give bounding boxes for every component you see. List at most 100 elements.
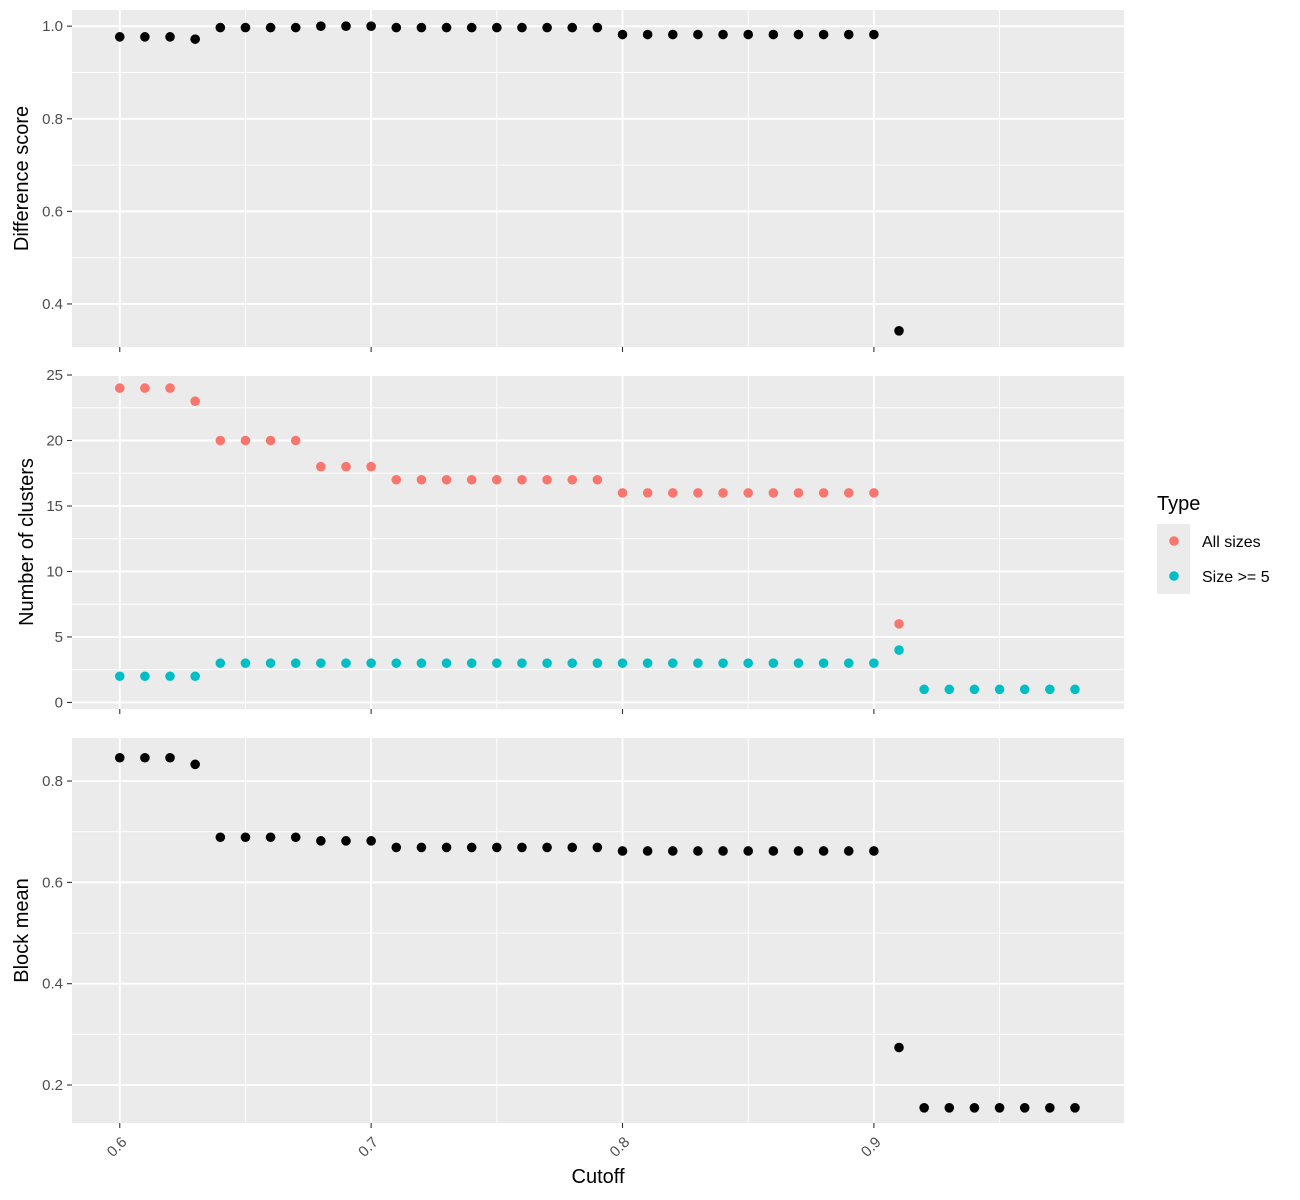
legend-marker-size-ge-5 [1169, 571, 1179, 581]
data-point [743, 29, 753, 40]
data-point [492, 474, 502, 485]
data-point [466, 842, 477, 853]
series-all-sizes [114, 383, 904, 629]
y-tick-label: 0 [55, 694, 63, 711]
data-point [114, 383, 125, 393]
data-point [240, 832, 251, 843]
data-point [869, 658, 879, 668]
data-point [793, 29, 804, 40]
data-point [592, 474, 603, 485]
data-point [165, 752, 175, 763]
data-point [768, 658, 779, 668]
data-point [919, 684, 929, 695]
data-point [215, 435, 226, 446]
data-point [994, 1103, 1005, 1113]
data-point [366, 461, 376, 472]
data-point [994, 684, 1005, 695]
data-point [441, 658, 452, 668]
data-point [894, 325, 904, 336]
data-point [843, 658, 854, 668]
data-point [391, 842, 402, 853]
y-tick-label: 10 [46, 563, 63, 580]
data-point [718, 658, 728, 668]
data-point [617, 29, 628, 40]
data-point [517, 658, 527, 668]
x-tick-label: 0.7 [355, 1134, 382, 1161]
data-point [667, 846, 678, 856]
data-point [215, 658, 226, 668]
data-point [391, 474, 402, 485]
data-point [818, 29, 829, 40]
data-point [894, 1042, 904, 1053]
data-point [190, 34, 200, 44]
data-point [140, 671, 150, 682]
data-point [1070, 1103, 1080, 1113]
panel-1: 0.4 0.6 0.8 1.0 Difference score [11, 10, 1124, 352]
x-tick-label: 0.6 [104, 1134, 131, 1161]
legend-title: Type [1157, 493, 1200, 515]
data-point [919, 1103, 929, 1113]
data-point [768, 29, 779, 40]
y-tick-label: 15 [46, 498, 63, 515]
y-axis-title: Difference score [11, 106, 33, 251]
data-point [466, 658, 477, 668]
data-point [114, 752, 125, 763]
y-tick-label: 0.4 [42, 296, 63, 313]
data-point [768, 846, 779, 856]
data-point [240, 22, 251, 33]
y-axis-title: Number of clusters [16, 458, 38, 626]
data-point [466, 474, 477, 485]
data-point [265, 435, 276, 446]
x-tick-label: 0.9 [858, 1134, 885, 1161]
data-point [567, 474, 578, 485]
data-point [316, 461, 326, 472]
data-point [492, 658, 502, 668]
data-point [1019, 1103, 1030, 1113]
series-1 [114, 752, 1080, 1113]
data-point [617, 488, 628, 498]
data-point [1045, 684, 1055, 695]
data-point [517, 474, 527, 485]
data-point [416, 842, 427, 853]
data-point [743, 658, 753, 668]
data-point [1019, 684, 1030, 695]
y-tick-label: 0.8 [42, 773, 63, 790]
data-point [642, 658, 653, 668]
data-point [718, 488, 728, 498]
data-point [290, 435, 301, 446]
data-point [416, 658, 427, 668]
data-point [818, 488, 829, 498]
data-point [869, 846, 879, 856]
data-point [517, 842, 527, 853]
data-point [416, 474, 427, 485]
data-point [140, 752, 150, 763]
data-point [215, 832, 226, 843]
x-tick-label: 0.8 [607, 1134, 634, 1161]
data-point [190, 396, 200, 406]
data-point [768, 488, 779, 498]
data-point [969, 1103, 980, 1113]
data-point [869, 488, 879, 498]
data-point [592, 22, 603, 33]
legend: Type All sizes Size >= 5 [1157, 493, 1270, 594]
panel-background [72, 10, 1124, 347]
data-point [265, 832, 276, 843]
data-point [265, 658, 276, 668]
data-point [542, 842, 552, 853]
data-point [567, 842, 578, 853]
data-point [265, 22, 276, 33]
data-point [1045, 1103, 1055, 1113]
data-point [542, 22, 552, 33]
data-point [240, 658, 251, 668]
panel-2: 0 5 10 15 20 25 Number of clusters [16, 367, 1124, 714]
panel-background [72, 738, 1124, 1123]
data-point [944, 684, 955, 695]
data-point [466, 22, 477, 33]
data-point [316, 21, 326, 32]
data-point [793, 658, 804, 668]
legend-label-size-ge-5: Size >= 5 [1202, 569, 1270, 586]
y-tick-label: 20 [46, 432, 63, 449]
data-point [341, 658, 351, 668]
data-point [818, 658, 829, 668]
data-point [567, 22, 578, 33]
